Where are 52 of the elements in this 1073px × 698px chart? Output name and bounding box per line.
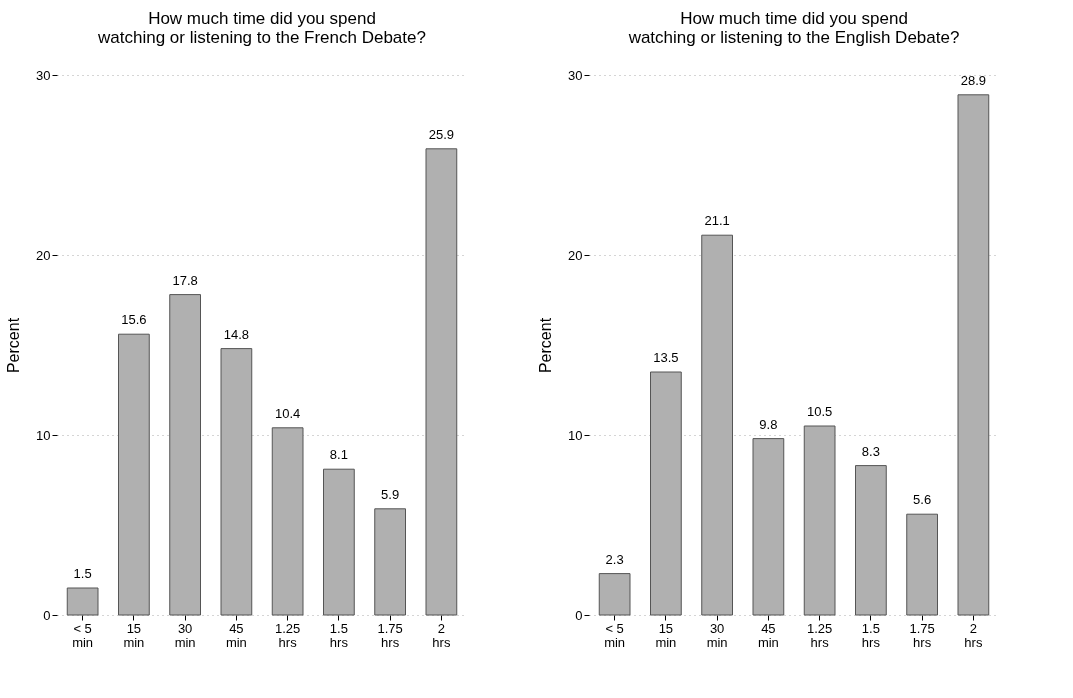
data-label: 21.1 bbox=[704, 213, 730, 229]
x-tick-label: 2 hrs bbox=[964, 620, 983, 650]
y-tick-label: 20 bbox=[36, 247, 51, 263]
x-tick-label: 1.75 hrs bbox=[377, 620, 403, 650]
y-axis-title: Percent bbox=[537, 317, 555, 374]
bar bbox=[118, 333, 150, 616]
data-label: 5.9 bbox=[381, 486, 400, 502]
x-tick-label: 15 min bbox=[123, 620, 145, 650]
y-tick-label: 0 bbox=[575, 607, 583, 623]
data-label: 13.5 bbox=[653, 350, 679, 365]
data-label: 1.5 bbox=[73, 566, 92, 581]
bar bbox=[271, 427, 304, 616]
x-tick-label: 30 min bbox=[706, 620, 728, 650]
data-label: 5.6 bbox=[913, 492, 932, 508]
x-tick-label: 45 min bbox=[757, 620, 779, 650]
bar bbox=[855, 465, 887, 616]
y-tick-label: 30 bbox=[36, 67, 51, 83]
data-label: 15.6 bbox=[121, 312, 147, 328]
x-tick-label: < 5 min bbox=[72, 620, 94, 650]
chart-title: How much time did you spend watching or listening to the English Debate? bbox=[627, 9, 960, 47]
y-tick-label: 10 bbox=[36, 427, 51, 443]
bar bbox=[803, 425, 836, 616]
data-label: 10.5 bbox=[806, 404, 833, 419]
x-tick-label: 1.25 hrs bbox=[806, 620, 833, 650]
bar bbox=[323, 468, 355, 616]
x-tick-label: 1.75 hrs bbox=[909, 620, 935, 650]
bar bbox=[598, 573, 631, 616]
bar bbox=[66, 587, 99, 616]
chart-title: How much time did you spend watching or listening to the French Debate? bbox=[97, 9, 426, 47]
x-tick-label: 1.25 hrs bbox=[274, 620, 301, 650]
y-tick-label: 20 bbox=[568, 247, 583, 263]
y-tick-label: 10 bbox=[568, 427, 583, 443]
x-tick-label: 1.5 hrs bbox=[329, 620, 349, 650]
bar bbox=[650, 371, 682, 616]
y-tick-label: 0 bbox=[43, 607, 51, 623]
x-tick-label: 2 hrs bbox=[432, 620, 451, 650]
x-tick-label: 45 min bbox=[225, 620, 247, 650]
data-label: 25.9 bbox=[428, 126, 455, 142]
x-tick-label: 30 min bbox=[174, 620, 196, 650]
x-tick-label: < 5 min bbox=[604, 620, 626, 650]
y-axis-title: Percent bbox=[5, 317, 23, 374]
data-label: 2.3 bbox=[605, 551, 624, 567]
data-label: 14.8 bbox=[223, 326, 250, 342]
data-label: 10.4 bbox=[274, 405, 301, 421]
y-tick-label: 30 bbox=[568, 67, 583, 83]
data-label: 28.9 bbox=[960, 72, 987, 88]
data-label: 8.1 bbox=[329, 447, 348, 463]
data-label: 17.8 bbox=[172, 272, 198, 288]
x-tick-label: 1.5 hrs bbox=[861, 620, 881, 650]
data-label: 8.3 bbox=[861, 443, 880, 459]
x-tick-label: 15 min bbox=[655, 620, 677, 650]
data-label: 9.8 bbox=[759, 416, 778, 432]
